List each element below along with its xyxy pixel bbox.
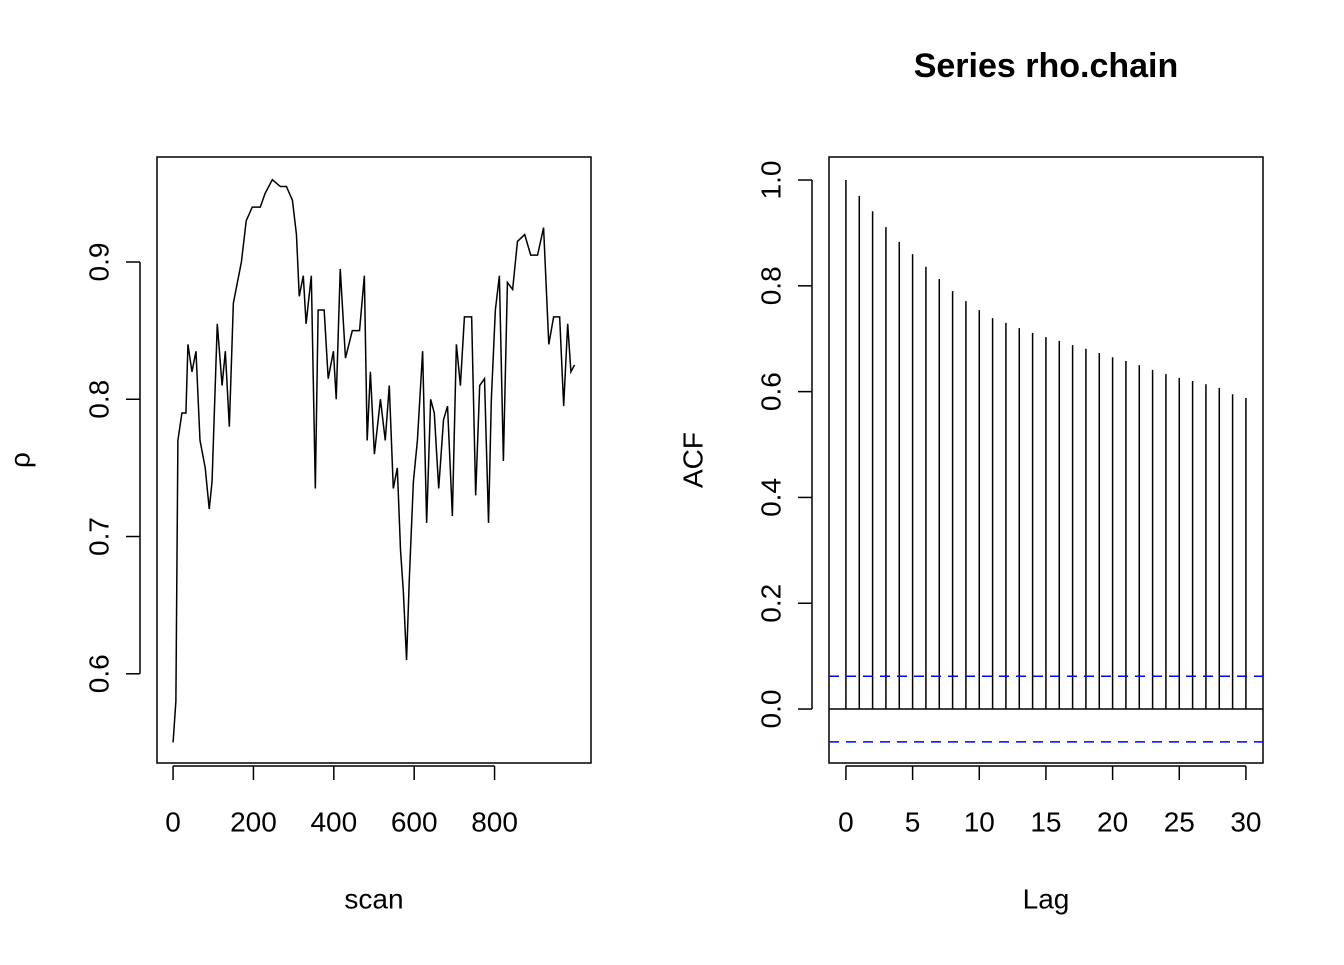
x-tick-label: 30	[1230, 806, 1261, 837]
y-tick-label: 0.7	[83, 517, 114, 556]
x-tick-label: 200	[230, 806, 277, 837]
x-tick-label: 20	[1097, 806, 1128, 837]
x-tick-label: 400	[310, 806, 357, 837]
x-tick-label: 0	[165, 806, 181, 837]
x-tick-label: 25	[1164, 806, 1195, 837]
y-tick-label: 1.0	[755, 161, 786, 200]
x-tick-label: 600	[391, 806, 438, 837]
y-axis-label: ρ	[4, 452, 35, 468]
x-tick-label: 800	[471, 806, 518, 837]
x-tick-label: 10	[964, 806, 995, 837]
y-tick-label: 0.4	[755, 478, 786, 517]
x-tick-label: 5	[905, 806, 921, 837]
plot-box	[156, 156, 592, 764]
y-tick-label: 0.0	[755, 690, 786, 729]
x-tick-label: 15	[1030, 806, 1061, 837]
y-tick-label: 0.2	[755, 584, 786, 623]
chart-title: Series rho.chain	[914, 47, 1179, 85]
x-tick-label: 0	[838, 806, 854, 837]
x-axis-label: scan	[344, 883, 403, 914]
y-tick-label: 0.6	[83, 654, 114, 693]
y-tick-label: 0.8	[755, 266, 786, 305]
x-axis-label: Lag	[1023, 883, 1070, 914]
plot-box	[828, 156, 1264, 764]
data-line	[172, 178, 576, 743]
y-tick-label: 0.8	[83, 380, 114, 419]
y-axis-label: ACF	[677, 432, 708, 488]
y-tick-label: 0.6	[755, 372, 786, 411]
y-tick-label: 0.9	[83, 243, 114, 282]
